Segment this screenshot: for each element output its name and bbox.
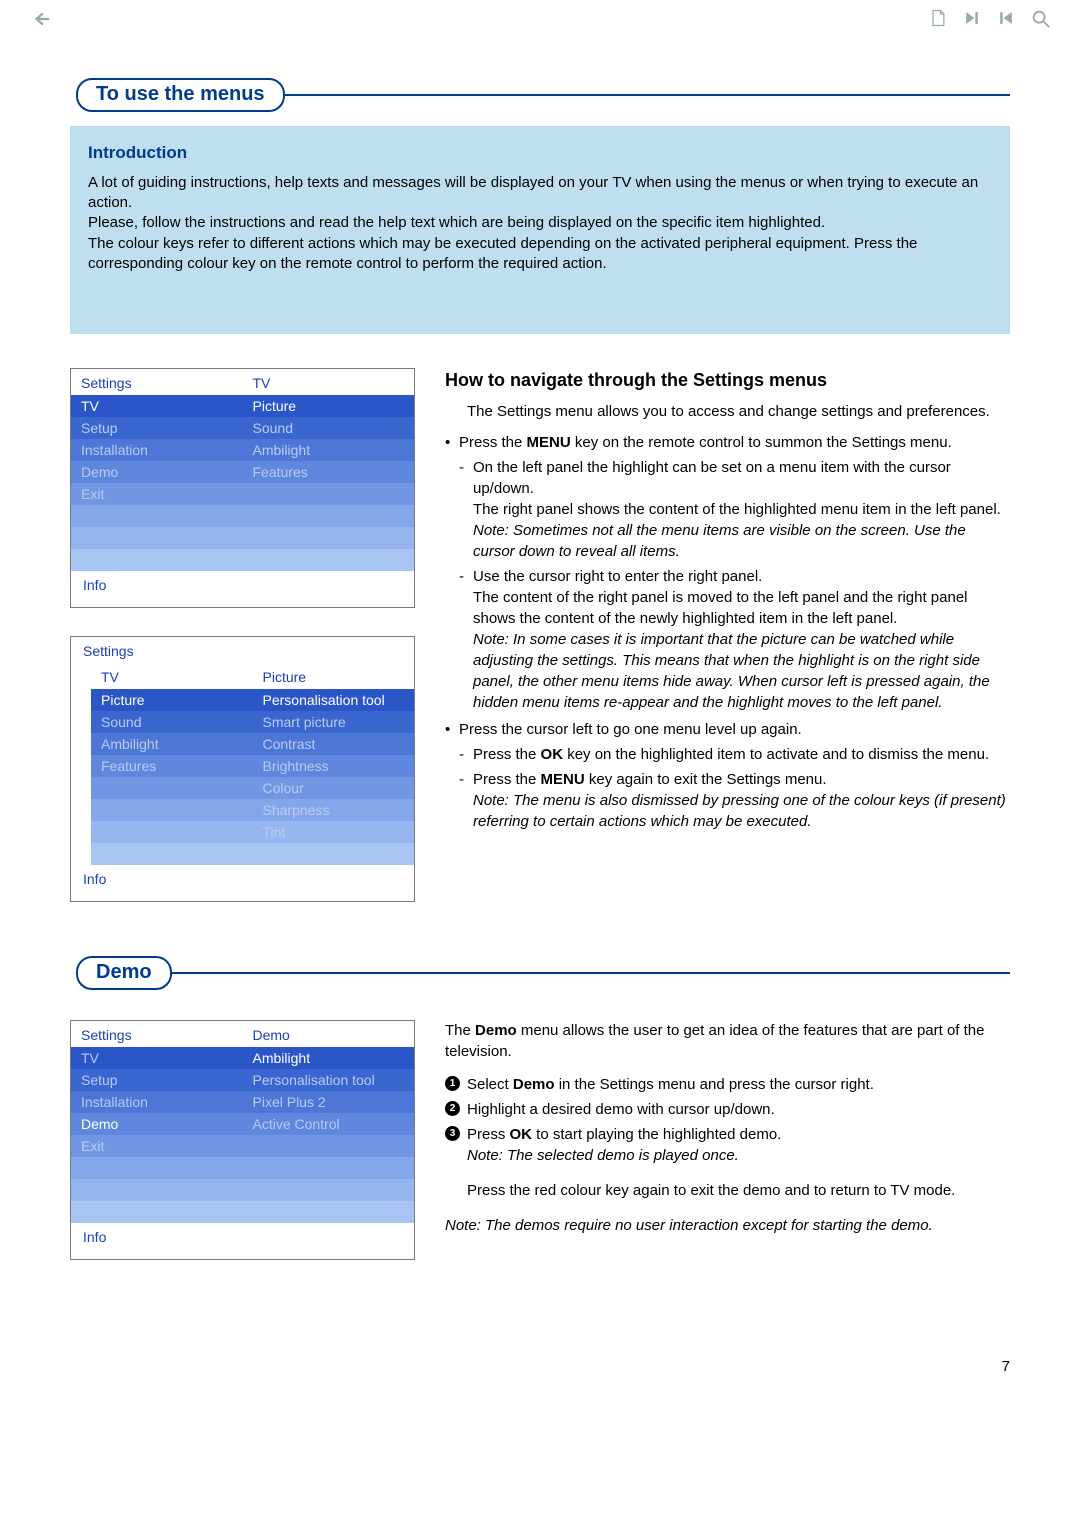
menu-b-right-7 [253, 843, 415, 865]
menu-c-right-7 [243, 1201, 415, 1223]
menu-c-right-3[interactable]: Active Control [243, 1113, 415, 1135]
menu-a-right-header: TV [243, 369, 415, 395]
demo-step-1: 1 Select Demo in the Settings menu and p… [445, 1074, 1010, 1095]
howto-b2-a: On the left panel the highlight can be s… [459, 457, 1010, 562]
menu-b-right-5[interactable]: Sharpness [253, 799, 415, 821]
menu-b-left-3[interactable]: Features [91, 755, 253, 777]
prev-track-icon[interactable] [996, 8, 1016, 28]
menu-a-left-4[interactable]: Exit [71, 483, 243, 505]
menu-b-right-0[interactable]: Personalisation tool [253, 689, 415, 711]
menu-b-right-6[interactable]: Tint [253, 821, 415, 843]
howto-b2-d: Press the MENU key again to exit the Set… [459, 769, 1010, 832]
menu-a-right-7 [243, 549, 415, 571]
rule-line-2 [168, 972, 1010, 974]
menu-c-left-1[interactable]: Setup [71, 1069, 243, 1091]
menu-a-left-6 [71, 527, 243, 549]
menu-a-right-5 [243, 505, 415, 527]
topbar [0, 0, 1080, 40]
menu-a-right-1[interactable]: Sound [243, 417, 415, 439]
menu-panel-tv-picture: Settings TV Picture PicturePersonalisati… [70, 636, 415, 902]
menu-b-top-header: Settings [71, 637, 414, 663]
menu-b-info[interactable]: Info [71, 865, 414, 895]
section-header-row: To use the menus [70, 78, 1010, 112]
howto-b2-b: Use the cursor right to enter the right … [459, 566, 1010, 713]
page-icon[interactable] [928, 8, 948, 28]
menu-c-left-6 [71, 1179, 243, 1201]
menu-a-left-7 [71, 549, 243, 571]
page-number: 7 [70, 1358, 1010, 1375]
howto-b1-a: Press the MENU key on the remote control… [445, 432, 1010, 713]
menu-a-right-6 [243, 527, 415, 549]
menu-b-right-4[interactable]: Colour [253, 777, 415, 799]
menu-b-right-3[interactable]: Brightness [253, 755, 415, 777]
menu-b-left-4 [91, 777, 253, 799]
rule-line [281, 94, 1010, 96]
step-num-3: 3 [445, 1126, 460, 1141]
menu-b-right-1[interactable]: Smart picture [253, 711, 415, 733]
menu-c-left-0[interactable]: TV [71, 1047, 243, 1069]
menu-c-left-4[interactable]: Exit [71, 1135, 243, 1157]
menu-c-left-2[interactable]: Installation [71, 1091, 243, 1113]
menu-b-left-1[interactable]: Sound [91, 711, 253, 733]
menu-b-left-7 [91, 843, 253, 865]
menu-b-right-2[interactable]: Contrast [253, 733, 415, 755]
menu-b-right-header: Picture [253, 663, 415, 689]
menu-c-right-1[interactable]: Personalisation tool [243, 1069, 415, 1091]
menu-b-left-0[interactable]: Picture [91, 689, 253, 711]
howto-title: How to navigate through the Settings men… [445, 368, 1010, 393]
intro-p1: A lot of guiding instructions, help text… [88, 173, 992, 214]
intro-box: Introduction A lot of guiding instructio… [70, 126, 1010, 334]
page: To use the menus Introduction A lot of g… [0, 40, 1080, 1415]
menu-panel-settings-demo: Settings Demo TV Ambilight Setup Persona… [70, 1020, 415, 1260]
menu-a-info[interactable]: Info [71, 571, 414, 601]
menu-a-left-1[interactable]: Setup [71, 417, 243, 439]
section-title: To use the menus [76, 78, 285, 112]
section2-title: Demo [76, 956, 172, 990]
intro-p2: Please, follow the instructions and read… [88, 213, 992, 233]
section2-header-row: Demo [70, 956, 1010, 990]
demo-note: Note: The demos require no user interact… [445, 1215, 1010, 1236]
step-num-1: 1 [445, 1076, 460, 1091]
menu-a-left-3[interactable]: Demo [71, 461, 243, 483]
demo-exit: Press the red colour key again to exit t… [467, 1180, 1010, 1201]
intro-title: Introduction [88, 142, 992, 165]
howto-b2-c: Press the OK key on the highlighted item… [459, 744, 1010, 765]
menu-c-right-5 [243, 1157, 415, 1179]
menu-c-right-4 [243, 1135, 415, 1157]
menu-b-left-2[interactable]: Ambilight [91, 733, 253, 755]
menu-b-left-header: TV [91, 663, 253, 689]
menu-a-right-2[interactable]: Ambilight [243, 439, 415, 461]
menu-panel-settings-tv: Settings TV TV Picture Setup Sound Insta… [70, 368, 415, 608]
menu-c-right-0[interactable]: Ambilight [243, 1047, 415, 1069]
back-icon[interactable] [30, 8, 50, 28]
howto-b1-b: Press the cursor left to go one menu lev… [445, 719, 1010, 832]
menu-a-left-2[interactable]: Installation [71, 439, 243, 461]
menu-a-right-3[interactable]: Features [243, 461, 415, 483]
menu-c-left-3[interactable]: Demo [71, 1113, 243, 1135]
demo-step-3: 3 Press OK to start playing the highligh… [445, 1124, 1010, 1166]
menu-c-left-7 [71, 1201, 243, 1223]
menu-c-right-2[interactable]: Pixel Plus 2 [243, 1091, 415, 1113]
menu-c-right-header: Demo [243, 1021, 415, 1047]
demo-intro: The Demo menu allows the user to get an … [445, 1020, 1010, 1062]
menu-a-left-5 [71, 505, 243, 527]
menu-b-left-6 [91, 821, 253, 843]
menu-c-left-5 [71, 1157, 243, 1179]
next-track-icon[interactable] [962, 8, 982, 28]
menu-a-left-0[interactable]: TV [71, 395, 243, 417]
menu-c-left-header: Settings [71, 1021, 243, 1047]
menu-a-right-4 [243, 483, 415, 505]
menu-c-info[interactable]: Info [71, 1223, 414, 1253]
menu-a-left-header: Settings [71, 369, 243, 395]
menu-c-right-6 [243, 1179, 415, 1201]
step-num-2: 2 [445, 1101, 460, 1116]
menu-a-right-0[interactable]: Picture [243, 395, 415, 417]
intro-p3: The colour keys refer to different actio… [88, 234, 992, 275]
demo-step-2: 2 Highlight a desired demo with cursor u… [445, 1099, 1010, 1120]
menu-b-left-5 [91, 799, 253, 821]
search-icon[interactable] [1030, 8, 1050, 28]
howto-intro: The Settings menu allows you to access a… [467, 401, 1010, 422]
